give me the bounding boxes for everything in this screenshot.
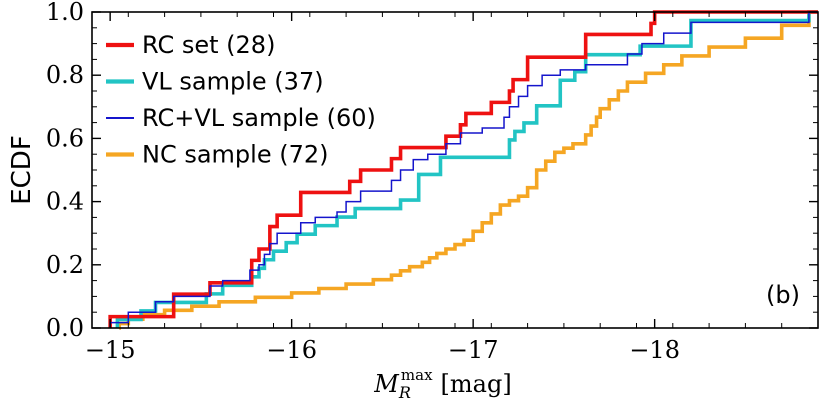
panel-annotation: (b) (766, 281, 800, 309)
ticks-layer: −15 −16 −17 −18 0.0 0.2 0.4 0.6 0.8 1.0 (46, 0, 819, 364)
legend-label-2: VL sample (37) (142, 68, 324, 96)
series-line-4 (117, 10, 818, 330)
y-tick-label: 1.0 (46, 0, 84, 26)
y-tick-label: 0.2 (46, 251, 84, 279)
series-line-3 (109, 11, 818, 328)
x-tick-label: −16 (266, 336, 317, 364)
axes-frame (91, 11, 819, 329)
x-tick-label: −15 (85, 336, 136, 364)
x-axis-label-superscript: max (401, 366, 433, 384)
legend-label-1: RC set (28) (142, 31, 275, 59)
x-axis-label: MRmax [mag] (373, 366, 511, 402)
x-axis-label-main: M (373, 370, 400, 398)
y-tick-label: 0.0 (46, 314, 84, 342)
x-axis-label-unit: [mag] (441, 370, 512, 398)
series-layer (108, 10, 818, 330)
x-tick-label: −17 (448, 336, 499, 364)
x-tick-label: −18 (629, 336, 680, 364)
y-tick-label: 0.8 (46, 61, 84, 89)
x-axis-label-subscript: R (398, 383, 411, 402)
series-line-1 (108, 10, 818, 328)
legend-label-3: RC+VL sample (60) (142, 104, 376, 132)
y-axis-label: ECDF (7, 135, 37, 205)
legend: RC set (28) VL sample (37) RC+VL sample (6… (106, 31, 376, 169)
y-tick-label: 0.4 (46, 188, 84, 216)
legend-label-4: NC sample (72) (142, 141, 329, 169)
y-tick-label: 0.6 (46, 124, 84, 152)
